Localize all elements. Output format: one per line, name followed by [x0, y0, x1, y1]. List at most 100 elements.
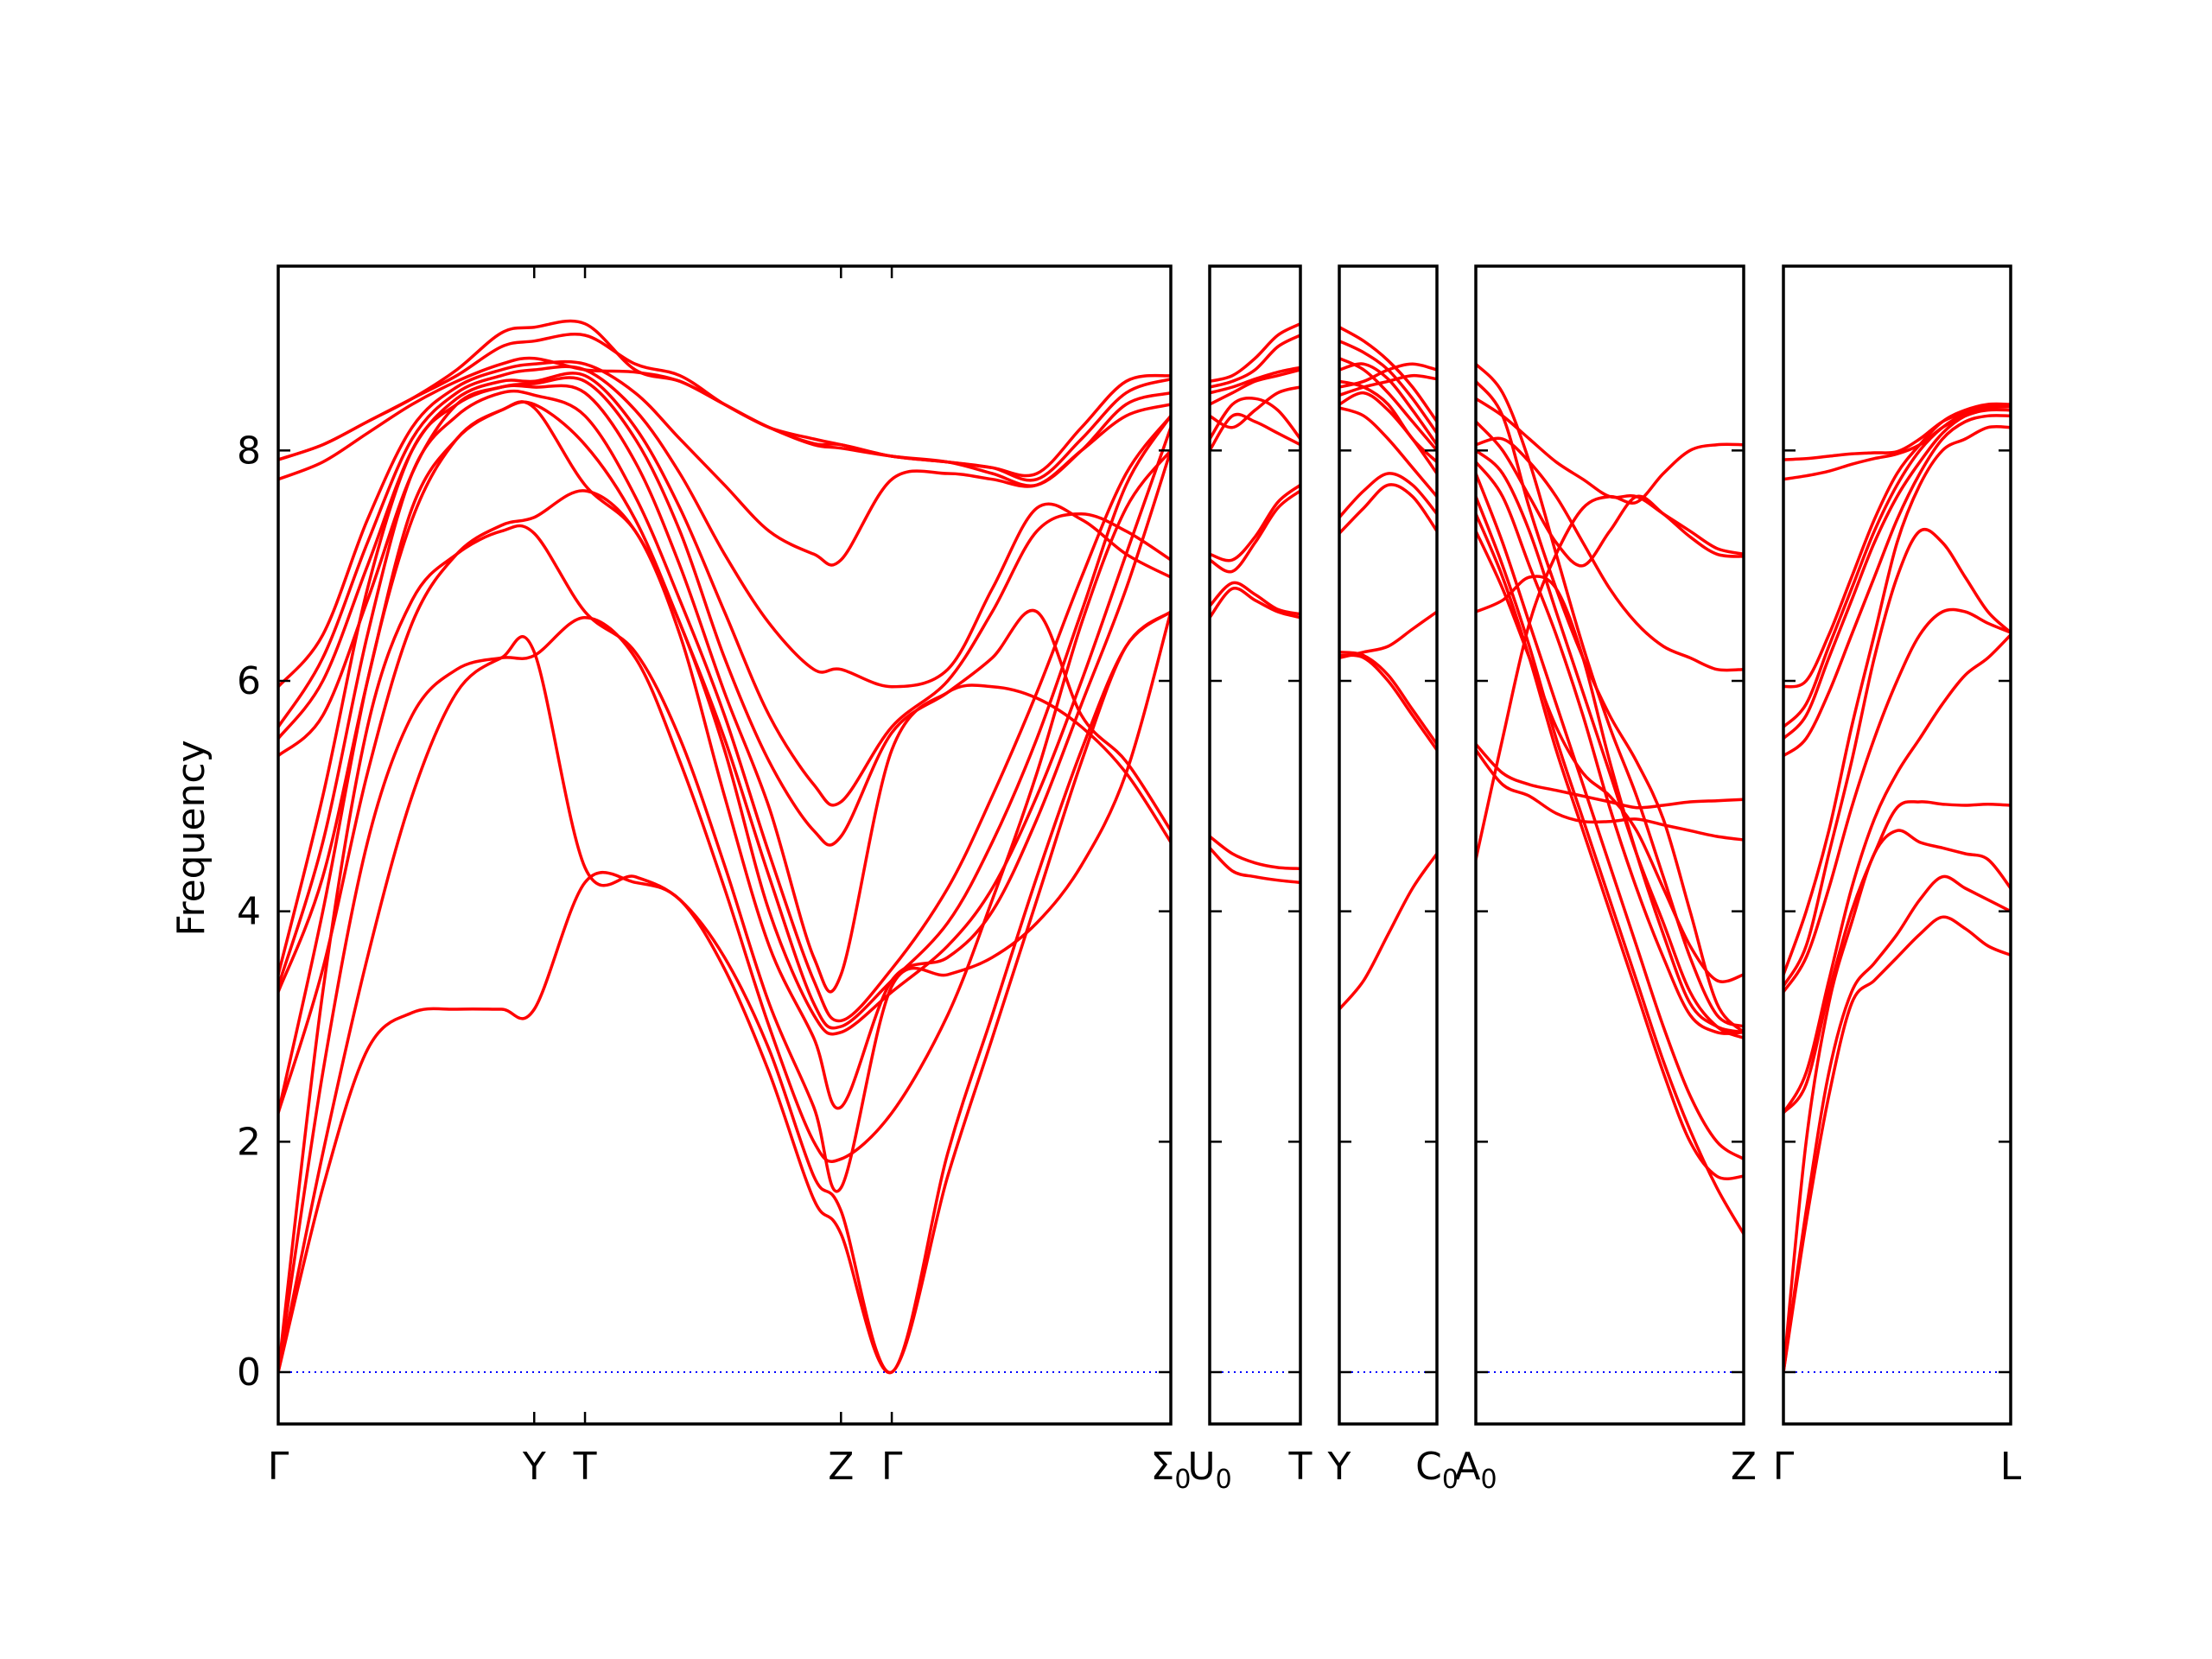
phonon-band-5-14 [1783, 403, 2011, 461]
x-tick-label: Y [1327, 1445, 1351, 1489]
x-tick-label-subscript: 0 [1174, 1465, 1191, 1495]
x-tick-label: Z [1731, 1445, 1757, 1489]
phonon-band-1-3 [278, 448, 1171, 1374]
phonon-band-2-1 [1210, 846, 1300, 885]
x-tick-label: Y [522, 1445, 546, 1489]
phonon-band-3-2 [1339, 653, 1437, 752]
panel-3-bands [1339, 325, 1437, 1373]
phonon-band-5-12 [1783, 402, 2011, 689]
phonon-band-5-4 [1783, 800, 2011, 1115]
y-tick-label: 8 [237, 429, 261, 473]
phonon-band-2-6 [1210, 483, 1300, 563]
y-tick-label: 4 [237, 890, 261, 934]
phonon-band-3-4 [1339, 610, 1437, 660]
phonon-band-2-10 [1210, 368, 1300, 406]
panel-5-bands [1783, 402, 2011, 1374]
panel-frame-3 [1338, 264, 1439, 1426]
phonon-band-1-4 [278, 524, 1171, 1374]
phonon-band-1-10 [278, 376, 1171, 847]
panel-frame-4 [1474, 264, 1745, 1426]
phonon-band-4-10 [1476, 448, 1744, 1040]
phonon-band-4-14 [1476, 379, 1744, 1034]
phonon-band-5-2 [1783, 874, 2011, 1374]
phonon-band-2-4 [1210, 581, 1300, 616]
phonon-band-4-1 [1476, 442, 1744, 861]
x-tick-label: Σ0 [1151, 1445, 1192, 1495]
phonon-band-1-11 [278, 372, 1171, 807]
phonon-band-5-7 [1783, 527, 2011, 988]
phonon-band-3-9 [1339, 373, 1437, 397]
x-tick-label: U0 [1187, 1445, 1231, 1495]
phonon-band-4-4 [1476, 575, 1744, 1034]
phonon-band-5-9 [1783, 414, 2011, 758]
phonon-band-5-5 [1783, 632, 2011, 1115]
phonon-band-2-9 [1210, 385, 1300, 429]
phonon-band-3-13 [1339, 356, 1437, 453]
phonon-band-4-11 [1476, 436, 1744, 672]
phonon-band-3-5 [1339, 483, 1437, 536]
y-tick-label: 6 [237, 659, 261, 703]
x-tick-label-subscript: 0 [1481, 1465, 1497, 1495]
axis-ticks [276, 266, 2012, 1424]
y-axis-label: Frequency [169, 740, 213, 936]
phonon-band-1-1 [278, 610, 1171, 1375]
phonon-band-2-12 [1210, 334, 1300, 389]
phonon-band-4-12 [1476, 420, 1744, 568]
phonon-band-4-6 [1476, 512, 1744, 1180]
panel-frames [276, 264, 2012, 1426]
phonon-band-4-2 [1476, 748, 1744, 842]
phonon-band-4-15 [1476, 362, 1744, 1028]
phonon-band-4-3 [1476, 742, 1744, 810]
phonon-band-5-8 [1783, 424, 2011, 976]
x-tick-label: Γ [268, 1445, 289, 1489]
x-tick-label: Γ [881, 1445, 903, 1489]
phonon-band-4-13 [1476, 397, 1744, 556]
x-tick-label-subscript: 0 [1442, 1465, 1459, 1495]
phonon-band-2-13 [1210, 321, 1300, 384]
phonon-band-2-2 [1210, 835, 1300, 871]
phonon-band-5-3 [1783, 829, 2011, 1374]
panel-2-bands [1210, 321, 1300, 1373]
phonon-band-3-1 [1339, 852, 1437, 1011]
x-tick-label: Z [828, 1445, 854, 1489]
phonon-band-1-15 [278, 333, 1171, 482]
phonon-band-4-7 [1476, 494, 1744, 1236]
x-tick-label: L [2000, 1445, 2022, 1489]
panel-1-bands [278, 319, 1171, 1375]
phonon-band-5-13 [1783, 403, 2011, 481]
phonon-band-4-8 [1476, 472, 1744, 1161]
phonon-band-1-12 [278, 365, 1171, 729]
phonon-band-4-9 [1476, 460, 1744, 1035]
bands-layer [278, 319, 2011, 1375]
x-tick-label: T [1288, 1445, 1313, 1489]
phonon-band-1-16 [278, 319, 1171, 478]
panel-frame-1 [276, 264, 1173, 1426]
panel-4-bands [1476, 362, 1744, 1373]
panel-frame-5 [1782, 264, 2012, 1426]
x-tick-label: C0 [1415, 1445, 1459, 1495]
phonon-band-2-11 [1210, 365, 1300, 395]
x-tick-label: Γ [1773, 1445, 1795, 1489]
phonon-band-3-15 [1339, 325, 1437, 423]
phonon-band-1-7 [278, 400, 1171, 1030]
x-tick-label: T [573, 1445, 597, 1489]
phonon-band-4-5 [1476, 529, 1744, 983]
x-tick-label: A0 [1454, 1445, 1497, 1495]
phonon-band-1-2 [278, 610, 1171, 1374]
phonon-band-5-6 [1783, 607, 2011, 994]
phonon-band-3-8 [1339, 391, 1437, 475]
panel-frame-2 [1208, 264, 1302, 1426]
phonon-band-3-14 [1339, 339, 1437, 435]
phonon-band-5-1 [1783, 915, 2011, 1374]
phonon-band-1-14 [278, 356, 1171, 487]
phonon-band-1-5 [278, 448, 1171, 1115]
x-tick-label-subscript: 0 [1216, 1465, 1232, 1495]
phonon-band-2-3 [1210, 587, 1300, 620]
phonon-band-1-8 [278, 389, 1171, 1023]
phonon-band-3-7 [1339, 406, 1437, 499]
phonon-band-3-6 [1339, 472, 1437, 519]
phonon-band-1-13 [278, 359, 1171, 689]
phonon-band-2-5 [1210, 489, 1300, 574]
